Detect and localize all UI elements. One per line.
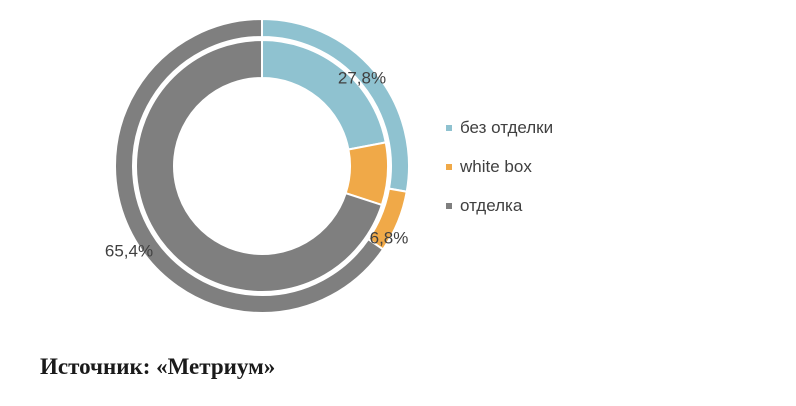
data-label-white-box: 6,8%	[370, 228, 409, 247]
legend-label: white box	[460, 157, 532, 176]
source-note: Источник: «Метриум»	[40, 354, 276, 379]
legend-swatch-white-box	[446, 164, 452, 170]
outer-ring-slice-otdelka	[114, 17, 385, 314]
legend-swatch-otdelka	[446, 203, 452, 209]
data-label-otdelka: 65,4%	[105, 241, 153, 260]
legend-item-otdelka: отделка	[446, 196, 553, 216]
legend-swatch-bez-otdelki	[446, 125, 452, 131]
legend-item-white-box: white box	[446, 157, 553, 177]
inner-ring-slice-otdelka	[135, 38, 384, 293]
inner-ring-slice-bez-otdelki	[261, 38, 387, 151]
legend: без отделки white box отделка	[446, 118, 553, 235]
legend-label: отделка	[460, 196, 523, 215]
legend-label: без отделки	[460, 118, 554, 137]
data-label-bez-otdelki: 27,8%	[338, 68, 386, 87]
legend-item-bez-otdelki: без отделки	[446, 118, 553, 138]
